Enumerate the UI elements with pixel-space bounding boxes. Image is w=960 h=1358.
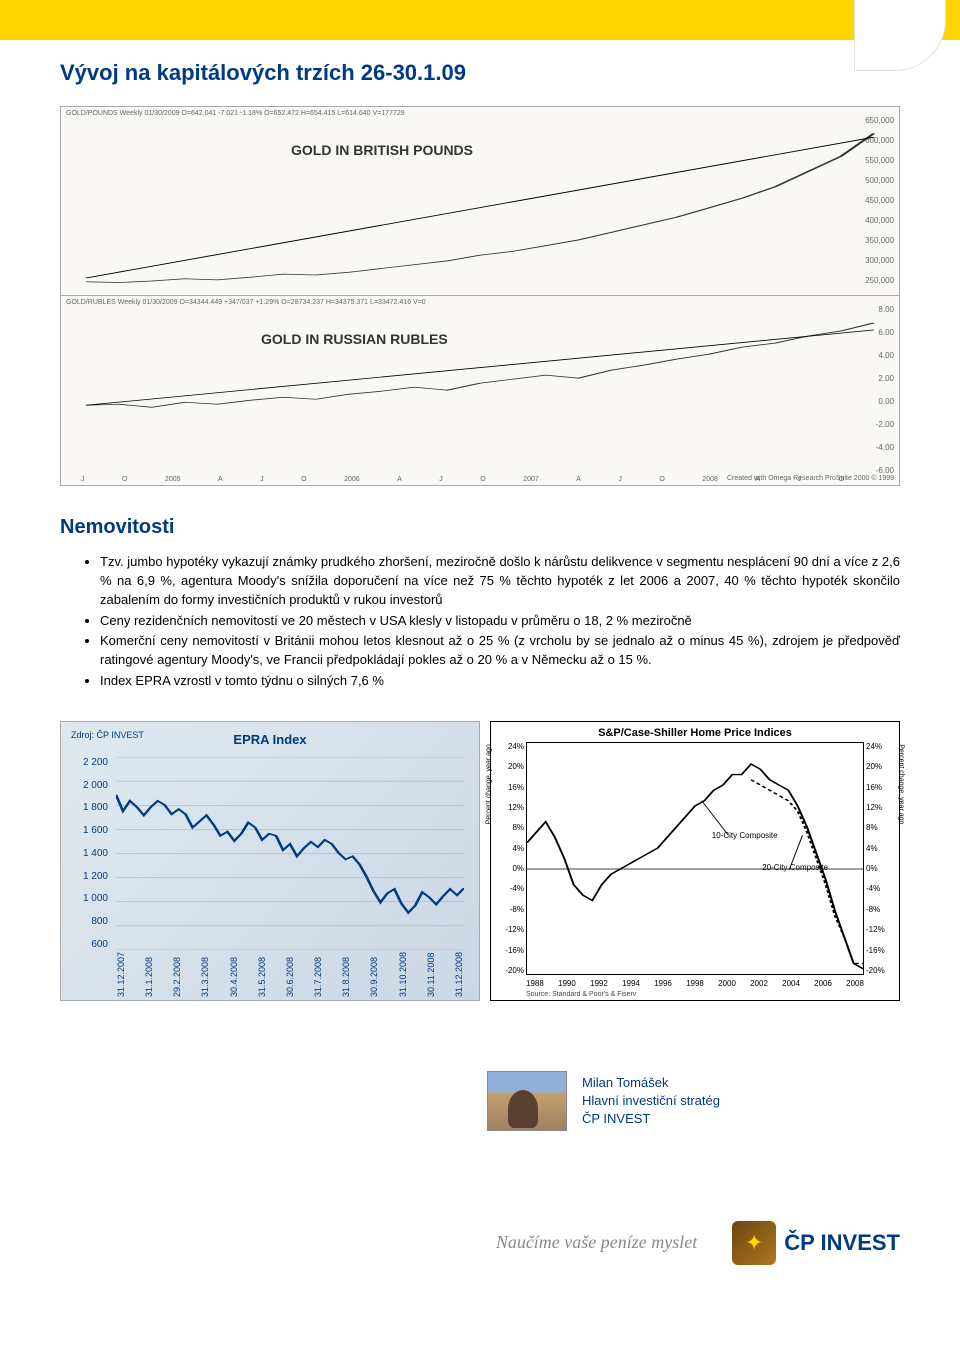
sp-title: S&P/Case-Shiller Home Price Indices bbox=[491, 727, 899, 739]
epra-yaxis: 2 2002 0001 8001 6001 4001 2001 00080060… bbox=[73, 757, 108, 950]
sp-plot bbox=[527, 743, 863, 974]
bullet-item: Tzv. jumbo hypotéky vykazují známky prud… bbox=[100, 553, 900, 610]
gold-bot-plot bbox=[61, 296, 899, 485]
sp-xaxis: 1988199019921994199619982000200220042006… bbox=[526, 979, 864, 988]
logo-text: ČP INVEST bbox=[784, 1230, 900, 1256]
logo-icon: ✦ bbox=[732, 1221, 776, 1265]
author-text: Milan Tomášek Hlavní investiční stratég … bbox=[582, 1074, 720, 1129]
section-heading: Nemovitosti bbox=[60, 516, 900, 539]
epra-source: Zdroj: ČP INVEST bbox=[71, 730, 144, 740]
sp-axis-label-left: Percent change, year ago bbox=[486, 744, 493, 824]
gold-chart: GOLD/POUNDS Weekly 01/30/2009 O=642.041 … bbox=[60, 106, 900, 486]
chart-footer-text: Created with Omega Research ProSuite 200… bbox=[727, 475, 894, 482]
sp-axis-label-right: Percent change, year ago bbox=[898, 744, 905, 824]
author-org: ČP INVEST bbox=[582, 1110, 720, 1128]
sp-yaxis-right: 24%20%16%12%8%4%0%-4%-8%-12%-16%-20% bbox=[866, 742, 896, 975]
sp-chart: S&P/Case-Shiller Home Price Indices 24%2… bbox=[490, 721, 900, 1001]
epra-plot bbox=[116, 757, 464, 950]
sp-yaxis-left: 24%20%16%12%8%4%0%-4%-8%-12%-16%-20% bbox=[494, 742, 524, 975]
bullet-item: Ceny rezidenčních nemovitostí ve 20 měst… bbox=[100, 612, 900, 631]
author-photo bbox=[487, 1071, 567, 1131]
header-yellow-bar bbox=[0, 0, 960, 40]
sp-ann-20city: 20-City Composite bbox=[762, 863, 828, 872]
page-footer: Naučíme vaše peníze myslet ✦ ČP INVEST bbox=[0, 1211, 960, 1285]
gold-top-plot bbox=[61, 107, 899, 295]
author-role: Hlavní investiční stratég bbox=[582, 1092, 720, 1110]
page-title: Vývoj na kapitálových trzích 26-30.1.09 bbox=[60, 60, 900, 86]
bullet-list: Tzv. jumbo hypotéky vykazují známky prud… bbox=[60, 553, 900, 691]
epra-title: EPRA Index bbox=[233, 732, 306, 747]
sp-ann-10city: 10-City Composite bbox=[712, 831, 778, 840]
epra-xaxis: 31.12.200731.1.200829.2.200831.3.200830.… bbox=[116, 952, 464, 997]
sp-source: Source: Standard & Poor's & Fiserv bbox=[526, 991, 636, 998]
bullet-item: Index EPRA vzrostl v tomto týdnu o silný… bbox=[100, 672, 900, 691]
bullet-item: Komerční ceny nemovitostí v Británii moh… bbox=[100, 632, 900, 670]
author-name: Milan Tomášek bbox=[582, 1074, 720, 1092]
footer-slogan: Naučíme vaše peníze myslet bbox=[496, 1232, 697, 1253]
epra-chart: Zdroj: ČP INVEST EPRA Index 2 2002 0001 … bbox=[60, 721, 480, 1001]
author-block: Milan Tomášek Hlavní investiční stratég … bbox=[60, 1071, 900, 1131]
footer-logo: ✦ ČP INVEST bbox=[732, 1221, 900, 1265]
